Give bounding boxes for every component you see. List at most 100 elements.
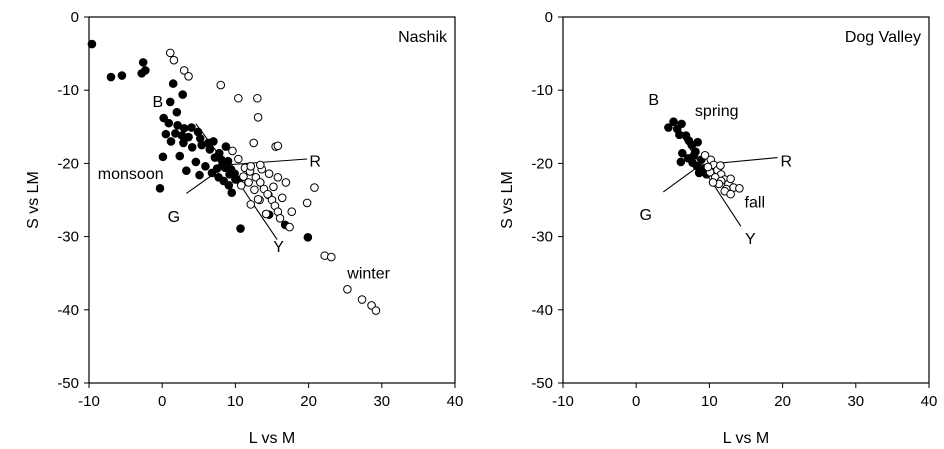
filled-data-point	[201, 162, 210, 171]
filled-data-point	[303, 233, 313, 242]
filled-data-point	[175, 151, 185, 161]
filled-data-point	[214, 173, 223, 182]
dog-valley-panel: -10 0 10 20 30 40 0 -10 -20 -30 -40 -50 L vs M S vs L…	[499, 9, 937, 447]
open-data-point	[261, 209, 271, 219]
y-tick-label: -30	[57, 229, 79, 246]
open-data-point	[250, 185, 259, 195]
filled-data-point	[158, 152, 168, 162]
open-data-point	[273, 141, 283, 151]
open-data-point	[253, 112, 263, 122]
y-tick-label: -30	[531, 229, 553, 246]
open-data-point	[281, 178, 291, 187]
open-data-point	[184, 71, 193, 81]
filled-data-point	[87, 39, 97, 49]
open-data-point	[269, 182, 278, 192]
open-data-point	[234, 93, 243, 103]
open-data-point	[263, 189, 272, 199]
y-axis-label: S vs LM	[25, 171, 42, 229]
annotation-label: Y	[745, 231, 756, 248]
plot-frame	[88, 16, 456, 384]
filled-data-point	[182, 166, 191, 176]
x-tick-label: 0	[632, 393, 640, 410]
filled-data-point	[187, 123, 196, 132]
x-tick-label: -10	[78, 393, 100, 410]
filled-data-point	[117, 71, 127, 80]
annotation-label: R	[780, 153, 792, 170]
filled-data-point	[227, 188, 237, 197]
open-data-point	[371, 306, 381, 315]
y-tick-label: -40	[57, 302, 79, 319]
y-tick-label: -50	[57, 375, 79, 392]
filled-data-point	[676, 157, 686, 167]
open-data-point	[273, 173, 283, 182]
annotation-label: R	[309, 153, 321, 170]
open-data-point	[726, 189, 735, 199]
annotation-label: B	[152, 94, 163, 111]
filled-data-point	[664, 123, 673, 132]
panel-label: Dog Valley	[845, 29, 921, 46]
annotation-label: G	[168, 209, 180, 226]
filled-data-point	[179, 138, 188, 148]
annotation-label: spring	[695, 103, 739, 120]
x-tick-label: 20	[300, 393, 317, 410]
plot-frame	[562, 16, 930, 384]
annotation-label: Y	[273, 239, 284, 256]
open-data-point	[169, 55, 179, 65]
open-data-point	[246, 162, 256, 171]
annotation-label: monsoon	[98, 166, 164, 183]
open-data-point	[236, 181, 246, 190]
filled-data-point	[165, 97, 175, 107]
filled-data-point	[223, 156, 233, 166]
x-tick-label: 10	[701, 393, 718, 410]
filled-data-point	[693, 137, 702, 147]
filled-data-point	[221, 142, 231, 151]
open-data-point	[310, 183, 319, 192]
open-data-point	[216, 80, 226, 90]
open-data-point	[165, 48, 175, 58]
y-tick-label: 0	[545, 9, 553, 26]
filled-data-point	[187, 142, 197, 152]
filled-data-point	[138, 58, 148, 67]
filled-data-point	[677, 119, 686, 129]
filled-data-point	[161, 129, 171, 139]
nashik-panel: -10 0 10 20 30 40 0 -10 -20 -30 -40 -50 L vs M S vs L…	[25, 9, 463, 447]
open-data-point	[234, 154, 243, 164]
filled-data-point	[168, 79, 178, 88]
open-data-point	[703, 162, 713, 172]
filled-data-point	[178, 90, 187, 99]
y-tick-label: 0	[71, 9, 79, 26]
open-data-point	[246, 200, 256, 209]
x-tick-label: 10	[227, 393, 244, 410]
open-data-point	[708, 178, 718, 187]
open-data-point	[285, 222, 294, 232]
open-data-point	[326, 252, 336, 262]
open-data-point	[255, 160, 265, 170]
annotation-label: winter	[346, 265, 390, 282]
filled-data-point	[141, 66, 150, 75]
filled-data-point	[209, 137, 218, 146]
open-data-point	[343, 285, 352, 294]
y-tick-label: -20	[531, 155, 553, 172]
y-tick-label: -10	[57, 82, 79, 99]
filled-data-point	[678, 148, 687, 158]
x-tick-label: 40	[447, 393, 464, 410]
x-tick-label: 0	[158, 393, 166, 410]
filled-data-point	[184, 132, 193, 142]
filled-data-point	[236, 224, 245, 233]
open-data-point	[357, 295, 367, 304]
x-tick-label: 30	[847, 393, 864, 410]
annotation-label: B	[648, 92, 659, 109]
filled-data-point	[195, 170, 204, 180]
x-axis-label: L vs M	[249, 430, 296, 447]
cone-axis-line	[226, 158, 308, 166]
open-data-point	[726, 174, 735, 184]
x-tick-label: 30	[373, 393, 390, 410]
filled-data-point	[159, 113, 168, 123]
open-data-point	[239, 172, 248, 181]
open-data-point	[253, 194, 263, 204]
filled-data-point	[694, 168, 704, 178]
y-axis-label: S vs LM	[499, 171, 516, 229]
filled-data-point	[166, 137, 176, 146]
open-data-point	[700, 151, 710, 160]
